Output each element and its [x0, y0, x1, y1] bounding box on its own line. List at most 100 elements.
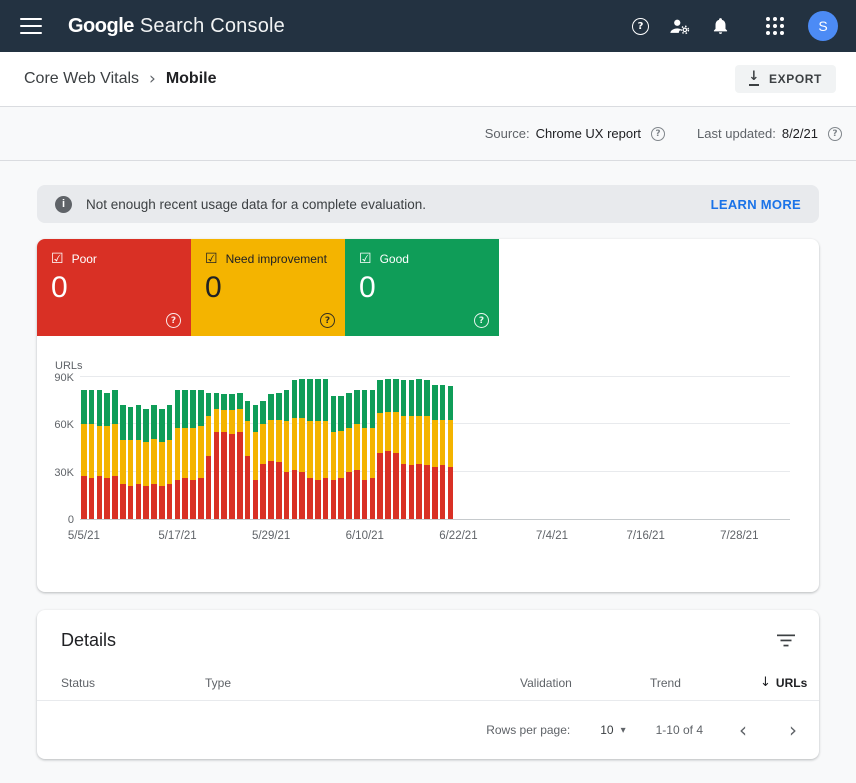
chart-bar[interactable] [213, 392, 220, 519]
tile-poor-label: Poor [71, 252, 97, 266]
x-axis-tick-label: 6/22/21 [439, 530, 478, 542]
avatar[interactable]: S [808, 11, 838, 41]
google-search-console-logo[interactable]: Google Search Console [68, 15, 285, 38]
chart-bar[interactable] [432, 384, 438, 519]
chart-bar[interactable] [299, 378, 306, 519]
tile-poor-value: 0 [51, 271, 68, 304]
chart-bar[interactable] [268, 394, 274, 519]
hamburger-menu-icon[interactable] [20, 18, 42, 34]
sort-descending-icon: ↓ [760, 675, 771, 690]
checkbox-checked-icon[interactable]: ☑ [51, 251, 64, 267]
chart-bar[interactable] [385, 378, 391, 519]
chart-bar[interactable] [369, 389, 376, 519]
chart-bar[interactable] [377, 380, 384, 519]
chart-bar[interactable] [205, 392, 212, 519]
breadcrumb-section-link[interactable]: Core Web Vitals [24, 70, 140, 87]
chart-bar[interactable] [104, 392, 110, 519]
x-axis-tick-label: 7/4/21 [536, 530, 569, 542]
chart-bar[interactable] [330, 395, 337, 519]
filter-button[interactable] [777, 634, 795, 647]
chart-bar[interactable] [198, 389, 204, 519]
column-header-trend[interactable]: Trend [650, 675, 681, 690]
chart-bar[interactable] [393, 378, 399, 519]
chart-bar[interactable] [81, 389, 87, 519]
column-header-validation[interactable]: Validation [520, 675, 572, 690]
chart-bar[interactable] [237, 392, 243, 519]
tile-good-help-icon[interactable]: ? [474, 313, 489, 328]
chart-bar[interactable] [416, 378, 423, 519]
tile-good[interactable]: ☑ Good 0 ? [345, 239, 499, 336]
chart-bar[interactable] [174, 389, 181, 519]
next-page-button[interactable]: › [789, 718, 797, 742]
chart-bar[interactable] [229, 394, 235, 519]
chart-bar[interactable] [244, 400, 251, 519]
dropdown-arrow-icon: ▾ [620, 724, 626, 736]
chart-bar[interactable] [400, 380, 407, 519]
source-help-icon[interactable]: ? [651, 126, 666, 141]
column-header-type[interactable]: Type [205, 675, 232, 690]
x-axis-tick-label: 5/17/21 [158, 530, 197, 542]
tile-poor[interactable]: ☑ Poor 0 ? [37, 239, 191, 336]
chart-bar[interactable] [151, 405, 157, 519]
checkbox-checked-icon[interactable]: ☑ [359, 251, 372, 267]
chart-bar[interactable] [221, 394, 228, 519]
chevron-right-icon: › [149, 69, 156, 89]
chart-bar[interactable] [307, 378, 313, 519]
chart-bar[interactable] [135, 405, 142, 519]
chart-bar[interactable] [96, 389, 103, 519]
column-header-status[interactable]: Status [61, 675, 96, 690]
chart-bar[interactable] [260, 400, 267, 519]
learn-more-link[interactable]: LEARN MORE [710, 196, 801, 212]
tile-need-improvement[interactable]: ☑ Need improvement 0 ? [191, 239, 345, 336]
rows-per-page-select[interactable]: 10 ▾ [600, 723, 625, 737]
chart-bar[interactable] [439, 384, 446, 519]
last-updated-help-icon[interactable]: ? [828, 126, 842, 141]
chart-bar[interactable] [127, 407, 134, 519]
chart-bar[interactable] [112, 389, 118, 519]
tile-poor-help-icon[interactable]: ? [166, 313, 181, 328]
chart-bar[interactable] [190, 389, 196, 519]
tile-need-improvement-value: 0 [205, 271, 222, 304]
chart-bar[interactable] [143, 408, 149, 519]
checkbox-checked-icon[interactable]: ☑ [205, 251, 218, 267]
chart-bar[interactable] [182, 389, 189, 519]
notifications-button[interactable] [711, 16, 730, 36]
chart-bar[interactable] [315, 378, 321, 519]
status-tiles: ☑ Poor 0 ? ☑ Need improvement 0 ? ☑ Good… [37, 239, 819, 336]
chart-yticks: 0 30K 60K 90K [37, 372, 74, 526]
chart-bar[interactable] [424, 380, 430, 519]
chart-bar[interactable] [408, 380, 415, 519]
chart-bar[interactable] [322, 378, 329, 519]
chart-bar[interactable] [338, 395, 345, 519]
chart-plot[interactable] [80, 376, 790, 520]
chart-bar[interactable] [159, 408, 165, 519]
chart-bar[interactable] [166, 405, 173, 519]
core-web-vitals-card: ☑ Poor 0 ? ☑ Need improvement 0 ? ☑ Good… [37, 239, 819, 592]
user-settings-button[interactable] [669, 16, 691, 36]
previous-page-button[interactable]: ‹ [739, 718, 747, 742]
app-bar: Google Search Console ? S [0, 0, 856, 52]
apps-grid-icon[interactable] [766, 17, 784, 35]
chart-bar[interactable] [346, 392, 352, 519]
meta-bar: Source: Chrome UX report ? Last updated:… [0, 107, 856, 161]
chart-bar[interactable] [120, 405, 126, 519]
breadcrumb-bar: Core Web Vitals › Mobile ↓ EXPORT [0, 52, 856, 107]
chart-bar[interactable] [88, 389, 95, 519]
bell-icon [713, 18, 728, 34]
tile-need-improvement-help-icon[interactable]: ? [320, 313, 335, 328]
chart-bar[interactable] [361, 389, 368, 519]
column-header-urls[interactable]: ↓ URLs [760, 675, 808, 690]
export-button[interactable]: ↓ EXPORT [734, 65, 836, 93]
tile-good-label: Good [379, 252, 409, 266]
help-button[interactable]: ? [632, 17, 649, 35]
chart-bar[interactable] [354, 389, 360, 519]
chart-bar[interactable] [283, 389, 290, 519]
chart-bar[interactable] [276, 392, 282, 519]
chart-bar[interactable] [447, 386, 454, 519]
info-icon: i [55, 195, 72, 213]
last-updated-label: Last updated: [697, 126, 776, 141]
chart-bar[interactable] [252, 405, 259, 519]
download-icon: ↓ [748, 69, 761, 86]
y-axis-tick-label: 30K [54, 466, 74, 479]
chart-bar[interactable] [291, 380, 298, 519]
